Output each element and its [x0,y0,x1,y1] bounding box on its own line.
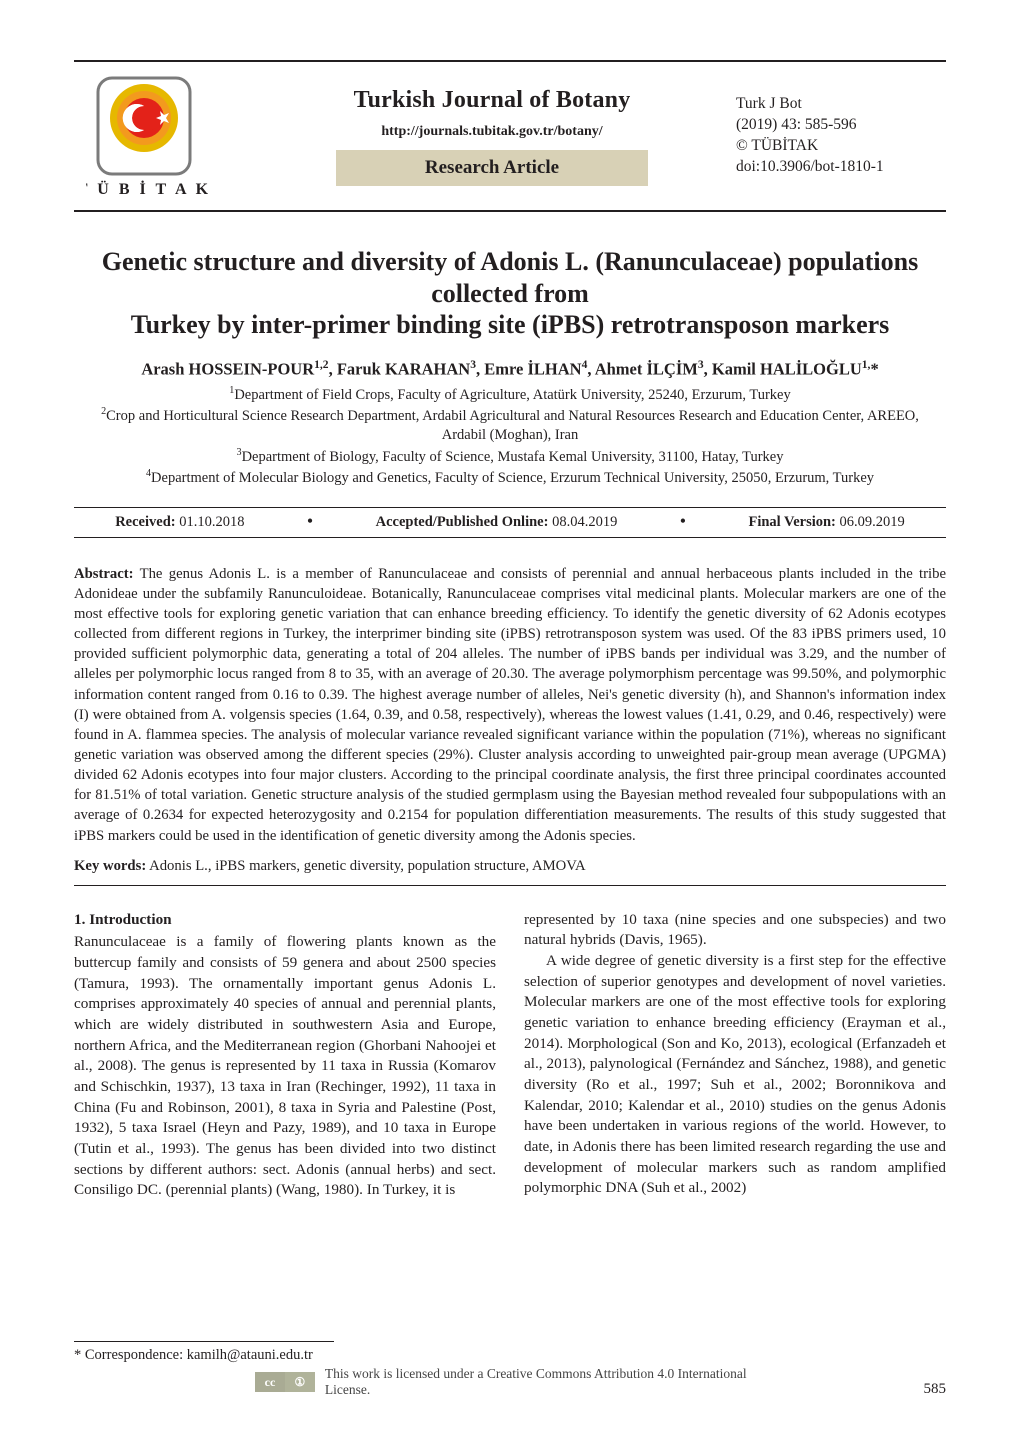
accepted: Accepted/Published Online: 08.04.2019 [376,514,618,531]
publisher-logo-cell: T Ü B İ T A K [74,62,248,210]
journal-center: Turkish Journal of Botany http://journal… [248,62,736,210]
body-columns: 1. Introduction Ranunculaceae is a famil… [74,910,946,1201]
article-title-line1: Genetic structure and diversity of Adoni… [102,247,918,308]
section-1-heading: 1. Introduction [74,910,496,931]
keywords-line: Key words: Adonis L., iPBS markers, gene… [74,858,946,875]
keywords-rule [74,885,946,886]
accepted-value: 08.04.2019 [552,514,617,530]
affil-2: 2Crop and Horticultural Science Research… [95,405,925,446]
journal-doi: doi:10.3906/bot-1810-1 [736,157,946,178]
keywords-value: Adonis L., iPBS markers, genetic diversi… [149,858,586,874]
journal-copyright: © TÜBİTAK [736,136,946,157]
keywords-label: Key words: [74,858,146,874]
final-version: Final Version: 06.09.2019 [748,514,904,531]
final-label: Final Version: [748,514,835,530]
dates-bar: Received: 01.10.2018 • Accepted/Publishe… [74,507,946,538]
article-title: Genetic structure and diversity of Adoni… [80,246,940,341]
cc-text: This work is licensed under a Creative C… [325,1366,765,1398]
received-label: Received: [115,514,175,530]
abstract-block: Abstract: The genus Adonis L. is a membe… [74,564,946,846]
journal-issue-pages: (2019) 43: 585-596 [736,115,946,136]
section-1-col1: Ranunculaceae is a family of flowering p… [74,932,496,1201]
accepted-label: Accepted/Published Online: [376,514,549,530]
cc-badge-icon: cc ① [255,1372,315,1392]
affil-1: 1Department of Field Crops, Faculty of A… [95,384,925,405]
article-title-line2: Turkey by inter-primer binding site (iPB… [131,310,890,339]
tubitak-logo: T Ü B İ T A K [86,72,236,200]
section-1-col2-p1: represented by 10 taxa (nine species and… [524,910,946,951]
journal-title: Turkish Journal of Botany [354,87,631,114]
journal-url: http://journals.tubitak.gov.tr/botany/ [381,124,602,140]
affil-4: 4Department of Molecular Biology and Gen… [95,467,925,488]
received: Received: 01.10.2018 [115,514,244,531]
section-1-col2-p2: A wide degree of genetic diversity is a … [524,951,946,1199]
research-article-box: Research Article [336,150,648,186]
affil-3: 3Department of Biology, Faculty of Scien… [95,446,925,467]
abstract-text: The genus Adonis L. is a member of Ranun… [74,566,946,844]
journal-short-cite: Turk J Bot [736,94,946,115]
cc-footer: cc ① This work is licensed under a Creat… [255,1366,765,1398]
page-number: 585 [924,1381,947,1398]
journal-masthead: T Ü B İ T A K Turkish Journal of Botany … [74,60,946,212]
journal-meta: Turk J Bot (2019) 43: 585-596 © TÜBİTAK … [736,62,946,210]
final-value: 06.09.2019 [840,514,905,530]
abstract-label: Abstract: [74,566,134,582]
cc-badge-left: cc [255,1372,285,1392]
affiliations: 1Department of Field Crops, Faculty of A… [95,384,925,489]
logo-text: T Ü B İ T A K [86,179,211,198]
cc-badge-right: ① [285,1372,315,1392]
authors-line: Arash HOSSEIN-POUR1,2, Faruk KARAHAN3, E… [74,359,946,380]
received-value: 01.10.2018 [179,514,244,530]
correspondence: * Correspondence: kamilh@atauni.edu.tr [74,1347,313,1364]
corr-rule [74,1341,334,1342]
